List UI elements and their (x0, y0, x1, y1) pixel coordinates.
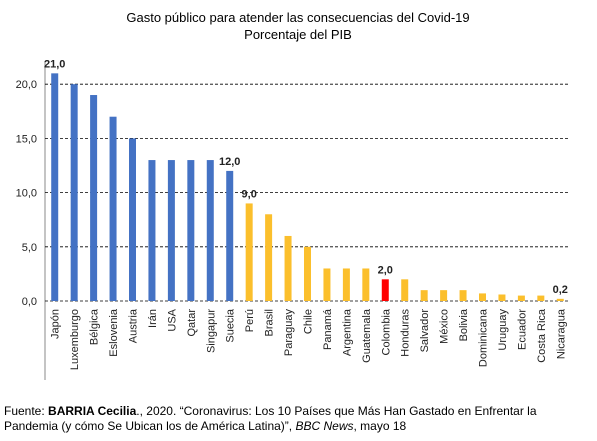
bar (537, 295, 545, 301)
x-tick-label: Uruguay (497, 309, 509, 351)
x-tick-label: Chile (303, 309, 315, 334)
bar (459, 290, 467, 301)
x-tick-label: Ecuador (516, 309, 528, 350)
bar (167, 160, 175, 301)
x-tick-label: Suecia (225, 308, 237, 343)
bar (90, 95, 98, 301)
source-text: , mayo 18 (353, 419, 407, 433)
bar (51, 73, 59, 301)
bar (556, 298, 564, 301)
bar (362, 268, 370, 301)
x-tick-label: Dominicana (478, 308, 490, 367)
bar (148, 160, 156, 301)
x-tick-label: Austria (128, 308, 140, 343)
bar (284, 235, 292, 301)
x-tick-label: Argentina (341, 308, 353, 356)
value-label: 2,0 (378, 264, 393, 276)
y-tick-label: 10,0 (16, 188, 37, 200)
y-tick-label: 20,0 (16, 79, 37, 91)
bar (498, 294, 506, 301)
value-label: 0,2 (553, 284, 568, 296)
bar (206, 160, 214, 301)
source-author: BARRIA Cecilia (48, 404, 137, 418)
bar (304, 246, 311, 301)
x-tick-label: Japón (50, 309, 62, 339)
bar (440, 290, 448, 301)
x-tick-label: Nicaragua (555, 308, 567, 359)
x-tick-label: Guatemala (361, 308, 373, 363)
bar (245, 203, 253, 301)
source-text: ., 2020. “Coronavirus: Los 10 Países que… (4, 404, 537, 433)
x-tick-label: Honduras (400, 309, 412, 357)
x-tick-label: Bolivia (458, 308, 470, 341)
value-label: 21,0 (44, 58, 65, 70)
source-note: Fuente: BARRIA Cecilia., 2020. “Coronavi… (4, 404, 592, 434)
chart: Gasto público para atender las consecuen… (16, 10, 570, 380)
bar (109, 116, 117, 301)
bar (381, 279, 389, 301)
y-tick-label: 15,0 (16, 133, 37, 145)
x-tick-label: Salvador (419, 309, 431, 353)
source-text: Fuente: (4, 404, 49, 418)
value-label: 9,0 (242, 188, 257, 200)
x-tick-label: Luxemburgo (69, 309, 81, 370)
bar (70, 84, 78, 301)
bar (342, 268, 350, 301)
x-tick-label: Irán (147, 309, 159, 328)
bar (187, 160, 195, 301)
x-tick-label: Costa Rica (536, 308, 548, 363)
bar (517, 295, 525, 301)
bar (420, 290, 428, 301)
x-tick-label: Brasil (264, 309, 276, 337)
bar (401, 279, 409, 301)
bar (323, 268, 331, 301)
bar (226, 170, 234, 301)
x-tick-label: Bélgica (89, 308, 101, 345)
x-tick-label: Colombia (380, 308, 392, 355)
x-tick-label: Perú (244, 309, 256, 332)
x-tick-label: Qatar (186, 309, 198, 337)
y-tick-label: 0,0 (22, 296, 37, 308)
x-tick-label: México (439, 309, 451, 344)
value-label: 12,0 (219, 156, 240, 168)
chart-subtitle: Porcentaje del PIB (244, 27, 352, 42)
source-publication: BBC News (295, 419, 354, 433)
x-tick-label: Paraguay (283, 309, 295, 357)
chart-title: Gasto público para atender las consecuen… (126, 10, 469, 25)
bar (265, 214, 273, 301)
x-tick-label: Panamá (322, 308, 334, 350)
x-tick-label: Singapur (205, 309, 217, 353)
x-tick-label: USA (166, 308, 178, 331)
y-tick-label: 5,0 (22, 242, 37, 254)
x-tick-label: Eslovenia (108, 308, 120, 357)
bar (129, 138, 136, 301)
bar (479, 293, 486, 301)
